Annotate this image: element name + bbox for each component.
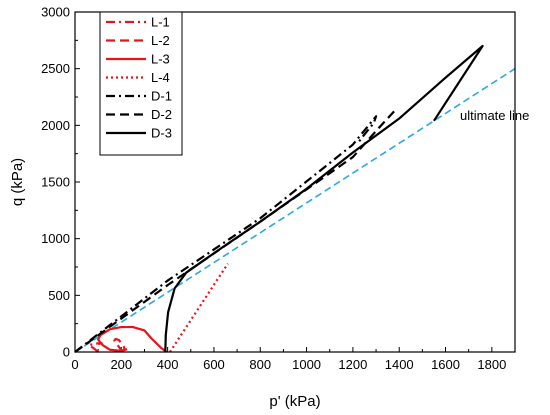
x-tick-labels: 0 200 400 600 800 1000 1200 1400 1600 1800 <box>71 357 506 372</box>
x-tick-label: 400 <box>157 357 179 372</box>
y-tick-label: 1500 <box>41 175 70 190</box>
y-tick-label: 0 <box>63 345 70 360</box>
x-tick-label: 1000 <box>292 357 321 372</box>
legend: L-1 L-2 L-3 L-4 D-1 D-2 D-3 <box>99 11 183 156</box>
series-line-l-3 <box>97 325 168 353</box>
x-tick-label: 0 <box>71 357 78 372</box>
x-tick-label: 1600 <box>431 357 460 372</box>
ultimate-line-label: ultimate line <box>460 108 529 123</box>
legend-label-d-2: D-2 <box>151 107 172 122</box>
x-tick-label: 600 <box>203 357 225 372</box>
legend-label-l-2: L-2 <box>151 33 170 48</box>
plot-frame <box>74 11 516 353</box>
x-tick-label: 200 <box>110 357 132 372</box>
x-axis-title: p' (kPa) <box>269 393 320 410</box>
legend-label-d-3: D-3 <box>151 126 172 141</box>
x-tick-label: 1400 <box>385 357 414 372</box>
x-tick-label: 1800 <box>477 357 506 372</box>
y-tick-labels: 0 500 1000 1500 2000 2500 3000 <box>41 5 70 360</box>
legend-label-l-4: L-4 <box>151 70 170 85</box>
y-tick-label: 1000 <box>41 231 70 246</box>
series-line-l-2 <box>113 337 126 353</box>
series-line-l-1 <box>87 341 103 353</box>
legend-label-l-3: L-3 <box>151 52 170 67</box>
series-line-d-1 <box>74 115 378 353</box>
y-axis-title: q (kPa) <box>9 158 26 206</box>
y-tick-label: 3000 <box>41 5 70 20</box>
x-tick-label: 800 <box>249 357 271 372</box>
y-tick-label: 2000 <box>41 118 70 133</box>
legend-label-d-1: D-1 <box>151 89 172 104</box>
legend-label-l-1: L-1 <box>151 15 170 30</box>
x-tick-label: 1200 <box>338 357 367 372</box>
series-line-d-3 <box>164 44 484 353</box>
series-layer <box>74 44 516 353</box>
y-tick-label: 2500 <box>41 61 70 76</box>
y-tick-label: 500 <box>48 288 70 303</box>
legend-box <box>99 11 183 156</box>
